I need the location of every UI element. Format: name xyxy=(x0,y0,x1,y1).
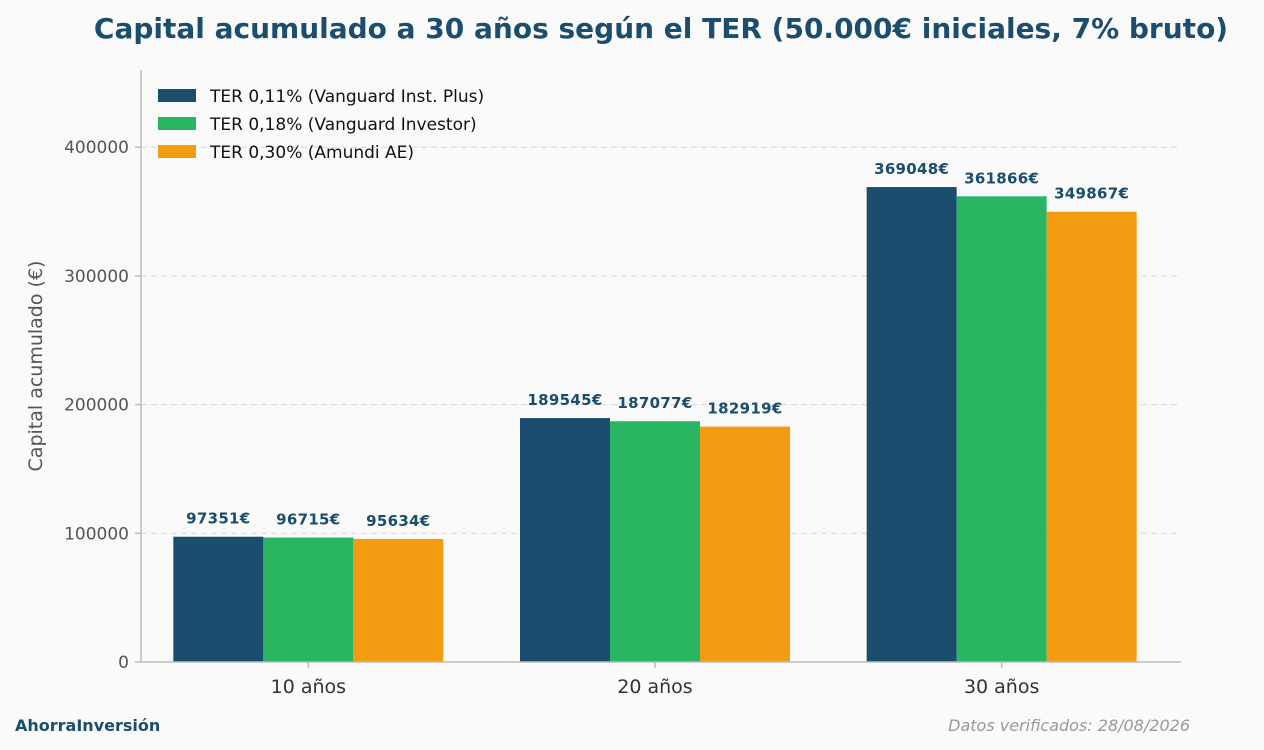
bars xyxy=(173,187,1137,662)
bar xyxy=(700,426,790,662)
bar xyxy=(263,537,354,662)
bar-value-label: 361866€ xyxy=(964,169,1039,187)
legend-entry: TER 0,18% (Vanguard Investor) xyxy=(209,115,477,135)
legend-swatch xyxy=(158,89,196,102)
chart-title: Capital acumulado a 30 años según el TER… xyxy=(94,12,1228,45)
bar xyxy=(173,536,264,662)
x-ticks: 10 años 20 años 30 años xyxy=(271,662,1039,698)
y-axis-label: Capital acumulado (€) xyxy=(25,261,47,472)
legend-swatch xyxy=(158,117,196,130)
y-tick-label: 0 xyxy=(118,653,129,673)
y-ticks: 0 100000 200000 300000 400000 xyxy=(64,138,141,673)
brand-logo-text: AhorraInversión xyxy=(15,716,160,735)
data-labels: 97351€ 96715€ 95634€ 189545€ 187077€ 182919€ 3… xyxy=(186,160,1129,530)
bar-value-label: 369048€ xyxy=(874,160,949,178)
x-tick-label: 20 años xyxy=(617,676,692,698)
y-tick-label: 400000 xyxy=(64,138,129,158)
bar-value-label: 189545€ xyxy=(527,391,602,409)
bar-value-label: 182919€ xyxy=(707,400,782,418)
bar xyxy=(956,196,1047,662)
x-tick-label: 10 años xyxy=(271,676,346,698)
y-tick-label: 200000 xyxy=(64,396,129,416)
y-tick-label: 100000 xyxy=(64,524,129,544)
bar xyxy=(520,418,610,662)
bar-value-label: 95634€ xyxy=(366,512,430,530)
bar-value-label: 349867€ xyxy=(1054,185,1129,203)
bar xyxy=(1046,211,1137,662)
legend-entry: TER 0,30% (Amundi AE) xyxy=(209,143,414,163)
bar-value-label: 96715€ xyxy=(276,511,340,529)
y-tick-label: 300000 xyxy=(64,267,129,287)
legend-swatch xyxy=(158,145,196,158)
bar xyxy=(353,538,444,662)
x-tick-label: 30 años xyxy=(964,676,1039,698)
bar-value-label: 187077€ xyxy=(617,394,692,412)
bar xyxy=(866,187,957,662)
bar-value-label: 97351€ xyxy=(186,510,250,528)
verified-date: Datos verificados: 28/08/2026 xyxy=(948,716,1190,735)
bar xyxy=(610,421,700,662)
legend-entry: TER 0,11% (Vanguard Inst. Plus) xyxy=(209,87,484,107)
legend: TER 0,11% (Vanguard Inst. Plus) TER 0,18%… xyxy=(158,87,484,163)
